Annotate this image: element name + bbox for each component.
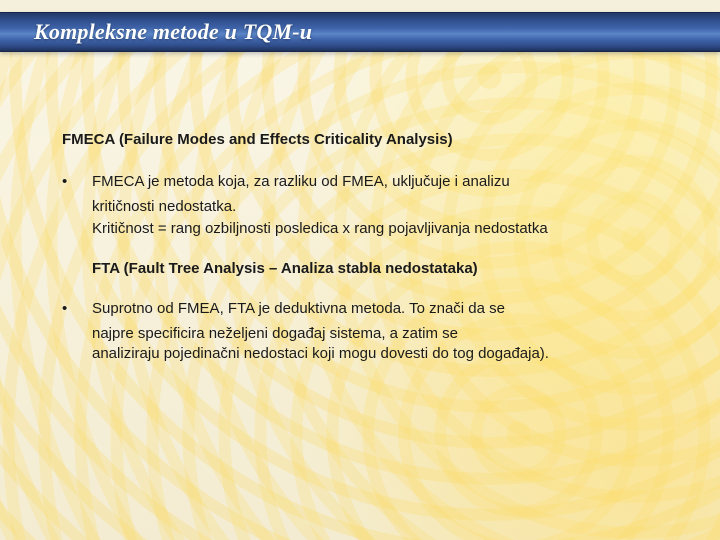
bullet-continuation: Kritičnost = rang ozbiljnosti posledica … [92, 219, 672, 239]
bullet-continuation: kritičnosti nedostatka. [92, 197, 672, 217]
bullet-item: • FMECA je metoda koja, za razliku od FM… [62, 172, 672, 192]
bullet-icon: • [62, 299, 92, 319]
bullet-continuation: najpre specificira neželjeni događaj sis… [92, 324, 672, 344]
bullet-text: Suprotno od FMEA, FTA je deduktivna meto… [92, 299, 672, 319]
bullet-item: • Suprotno od FMEA, FTA je deduktivna me… [62, 299, 672, 319]
section-heading-fmeca: FMECA (Failure Modes and Effects Critica… [62, 130, 672, 150]
bullet-text: FMECA je metoda koja, za razliku od FMEA… [92, 172, 672, 192]
title-bar: Kompleksne metode u TQM-u [0, 12, 720, 52]
slide-body: FMECA (Failure Modes and Effects Critica… [0, 52, 720, 364]
slide-title: Kompleksne metode u TQM-u [34, 19, 312, 45]
bullet-icon: • [62, 172, 92, 192]
section-heading-fta: FTA (Fault Tree Analysis – Analiza stabl… [92, 259, 672, 279]
bullet-continuation: analiziraju pojedinačni nedostaci koji m… [92, 344, 672, 364]
